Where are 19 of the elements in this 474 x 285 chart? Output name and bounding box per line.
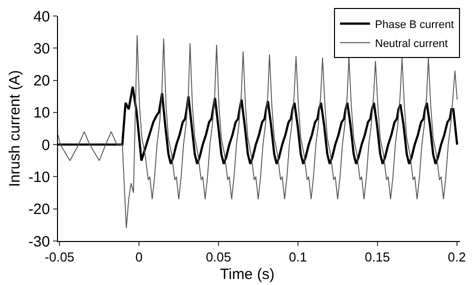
- y-tick-label: 20: [33, 72, 50, 90]
- line-series: [58, 34, 458, 229]
- x-tick-label: 0.2: [448, 250, 466, 265]
- x-tick-label: 0.15: [364, 250, 390, 265]
- y-tick-label: -30: [28, 233, 50, 250]
- x-axis-title: Time (s): [220, 266, 274, 283]
- y-tick-label: -20: [28, 201, 50, 218]
- x-tick-label: 0: [135, 250, 143, 265]
- y-tick-label: 30: [33, 40, 50, 58]
- y-tick-label: -10: [28, 168, 50, 186]
- legend-label: Phase B current: [375, 18, 454, 31]
- x-tick-label: 0.05: [206, 250, 232, 265]
- x-tick-label: 0.1: [288, 250, 307, 265]
- x-tick-label: -0.05: [44, 250, 74, 265]
- legend-label: Neutral current: [375, 38, 448, 50]
- y-axis-title: Inrush current (A): [6, 70, 24, 187]
- y-tick-label: 40: [33, 8, 50, 26]
- y-tick-label: 0: [42, 136, 50, 154]
- y-tick-label: 10: [33, 104, 50, 122]
